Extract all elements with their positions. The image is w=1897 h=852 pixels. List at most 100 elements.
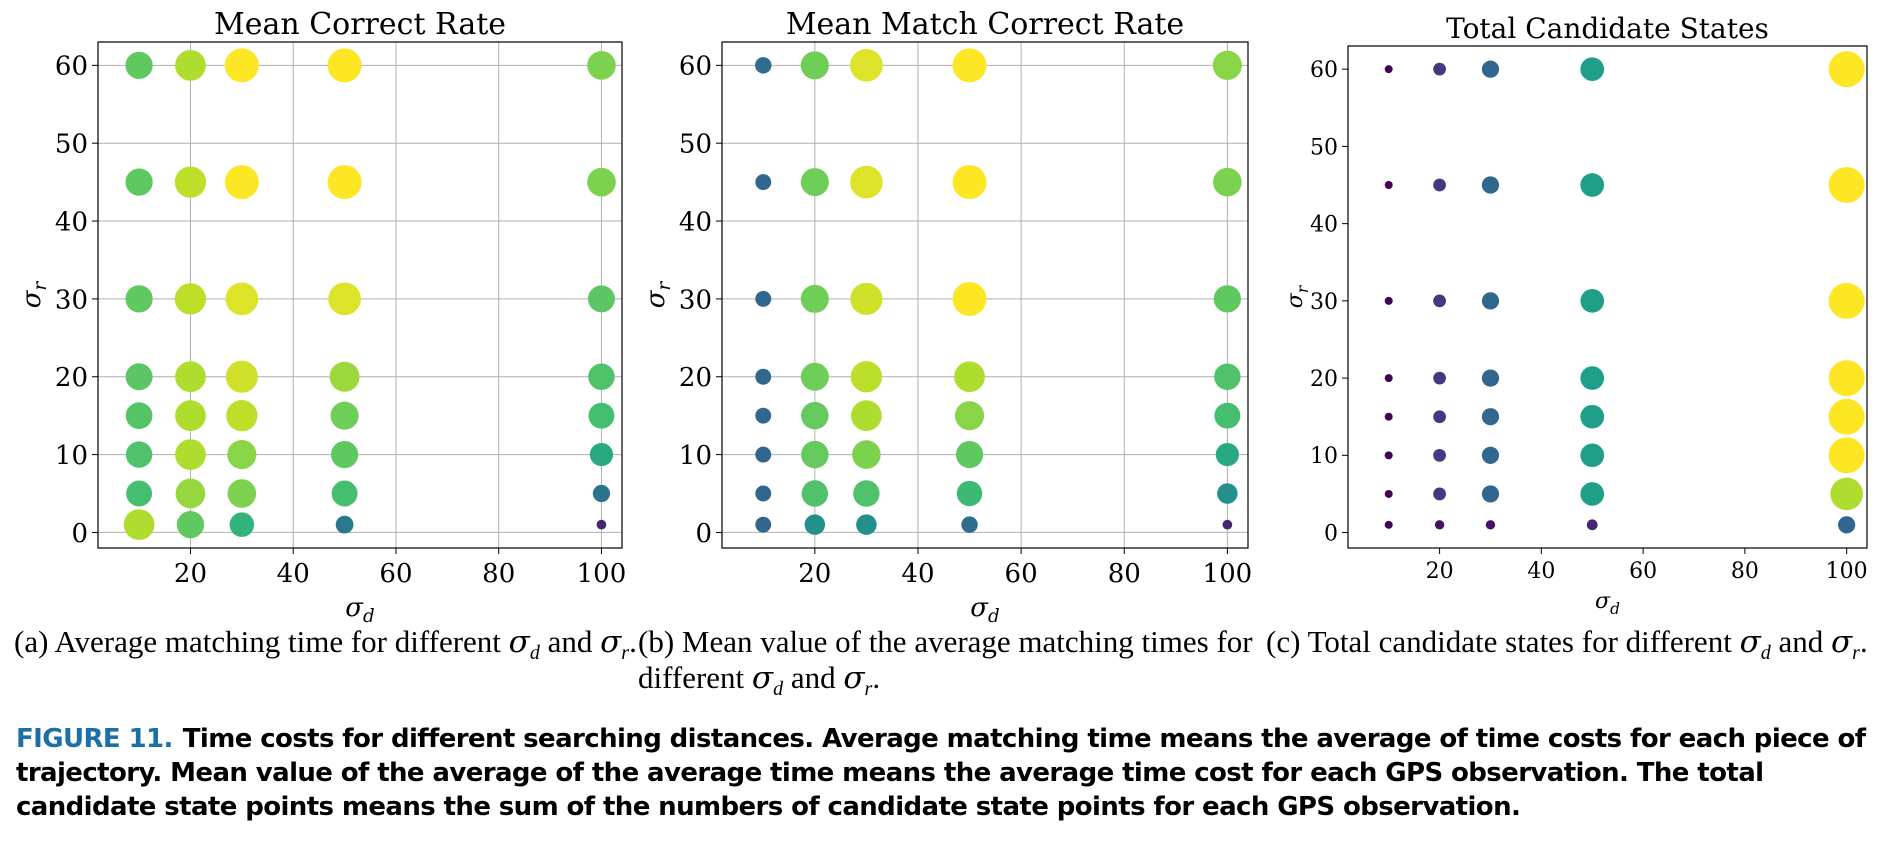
y-tick-label: 20 — [1310, 367, 1338, 392]
subcaption-text: Average matching time for different — [54, 624, 501, 659]
subscript: r — [1852, 642, 1860, 665]
y-axis-label: σr — [1283, 284, 1312, 308]
subcaption-text: and — [790, 660, 836, 695]
x-tick-label: 60 — [1629, 559, 1657, 584]
y-axis-subscript: r — [30, 280, 51, 290]
x-tick-label: 80 — [1731, 559, 1759, 584]
data-point — [1214, 363, 1241, 390]
data-point — [1433, 487, 1446, 501]
data-point — [1433, 448, 1446, 462]
data-point — [1481, 485, 1500, 503]
data-point — [1433, 371, 1446, 385]
data-point — [1434, 520, 1445, 530]
y-tick-label: 40 — [55, 207, 88, 237]
data-point — [801, 480, 829, 507]
data-point — [174, 283, 207, 315]
data-point — [755, 407, 772, 424]
data-point — [755, 516, 772, 533]
data-point — [1828, 282, 1865, 319]
chart-c: 20 40 60 80 100 0 10 20 30 40 50 60 Total Candidate … — [1283, 12, 1868, 618]
data-point — [800, 51, 829, 80]
data-point — [125, 402, 153, 430]
x-axis-symbol: σ — [1595, 589, 1611, 614]
data-point — [1212, 50, 1242, 80]
data-point — [954, 401, 985, 431]
data-point — [227, 440, 257, 470]
data-point — [800, 362, 829, 391]
data-point — [329, 361, 360, 392]
data-point — [1838, 516, 1856, 534]
data-point — [1828, 51, 1865, 88]
data-point — [588, 402, 615, 429]
data-point — [126, 480, 153, 507]
data-point — [331, 480, 358, 507]
data-point — [1384, 489, 1393, 498]
data-point — [1213, 285, 1241, 313]
y-tick-label: 40 — [679, 207, 712, 237]
data-point — [1215, 442, 1239, 467]
subscript: r — [864, 678, 873, 701]
y-axis-symbol: σ — [17, 289, 47, 308]
data-point — [125, 441, 153, 468]
data-point — [852, 440, 881, 469]
data-point — [1481, 408, 1500, 426]
y-tick-label: 60 — [1310, 58, 1338, 83]
x-axis-subscript: d — [1610, 600, 1620, 618]
data-point — [175, 439, 206, 470]
y-tick-label: 20 — [679, 363, 712, 393]
x-tick-label: 60 — [1005, 559, 1038, 589]
data-point — [1384, 520, 1393, 529]
y-axis-subscript: r — [1294, 284, 1312, 293]
data-point — [1828, 167, 1865, 204]
data-point — [851, 400, 882, 432]
data-point — [1213, 167, 1242, 197]
data-point — [588, 363, 615, 390]
data-point — [328, 282, 361, 316]
subcaption-end: . — [872, 660, 881, 695]
y-tick-label: 0 — [695, 519, 712, 549]
chart-a: 20 40 60 80 100 0 10 20 30 40 50 60 Mean Correct Rat… — [17, 7, 626, 627]
x-tick-label: 40 — [277, 559, 310, 589]
data-point — [330, 440, 359, 469]
data-point — [952, 165, 987, 200]
subcaption-end: . — [1859, 624, 1868, 659]
data-point — [175, 361, 206, 393]
data-point — [1580, 366, 1605, 390]
data-point — [952, 281, 987, 316]
y-tick-label: 50 — [1310, 135, 1338, 160]
subcaption-b: (b) Mean value of the average matching t… — [638, 624, 1278, 707]
data-point — [1580, 289, 1605, 313]
data-point — [804, 514, 826, 535]
data-point — [226, 400, 258, 432]
y-tick-label: 30 — [55, 285, 88, 315]
data-point — [1481, 60, 1500, 78]
data-point — [587, 167, 616, 197]
data-point — [850, 165, 883, 199]
subcaption-a: (a) Average matching time for different … — [14, 624, 644, 671]
data-point — [229, 512, 255, 537]
x-axis-label: σd — [1595, 589, 1620, 618]
data-point — [1384, 181, 1393, 190]
y-tick-label: 60 — [679, 52, 712, 82]
subcaption-label: (a) — [14, 624, 49, 659]
data-point — [175, 49, 206, 81]
subscript: d — [773, 678, 784, 701]
subcaption-label: (b) — [638, 624, 675, 659]
data-point — [755, 446, 772, 463]
subcaption-text: Mean value of the average matching times… — [638, 624, 1253, 695]
y-axis-subscript: r — [654, 280, 675, 290]
data-point — [1830, 477, 1863, 511]
data-point — [1485, 520, 1496, 530]
figure-number: FIGURE 11. — [16, 724, 173, 754]
x-axis-symbol: σ — [345, 593, 364, 623]
subscript: r — [621, 642, 630, 665]
data-point — [335, 515, 354, 534]
data-point — [327, 48, 362, 83]
subcaption-text: and — [547, 624, 593, 659]
sigma-symbol: σ — [843, 660, 865, 696]
data-point — [954, 361, 985, 393]
data-point — [1433, 178, 1446, 192]
data-point — [1828, 360, 1865, 397]
data-point — [125, 168, 153, 196]
